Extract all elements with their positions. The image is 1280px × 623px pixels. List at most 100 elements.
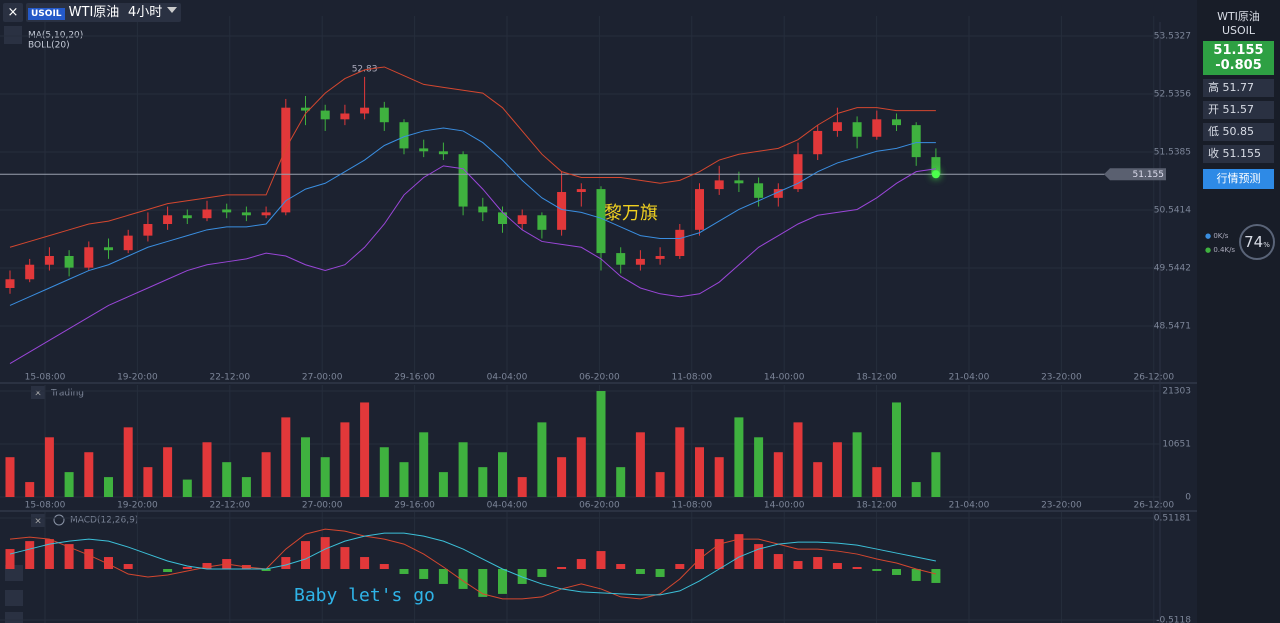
candle-body	[773, 189, 783, 198]
cpu-value: 74	[1244, 233, 1264, 251]
stat-label: 低	[1208, 125, 1219, 138]
indicator-line	[9, 532, 936, 596]
x-tick-label: 15-08:00	[25, 501, 66, 511]
macd-bar	[419, 569, 429, 579]
x-tick-label: 06-20:00	[579, 373, 620, 383]
candle-body	[793, 154, 803, 190]
volume-bar	[261, 452, 271, 497]
volume-bar	[360, 402, 370, 497]
stat-label: 开	[1208, 103, 1219, 116]
candle-body	[931, 157, 941, 175]
macd-bar	[616, 564, 626, 570]
candle-body	[576, 189, 586, 193]
net-download: ● 0.4K/s	[1205, 246, 1236, 254]
y-tick-label: 51.5385	[1154, 147, 1191, 157]
macd-bar	[261, 569, 271, 571]
candle-body	[379, 107, 389, 123]
forecast-button[interactable]: 行情预测	[1203, 169, 1274, 189]
close-pane[interactable]	[31, 514, 45, 527]
candle-body	[557, 192, 567, 230]
symbol-code: USOIL	[1221, 24, 1256, 37]
volume-bar	[202, 442, 212, 497]
stat-value: 51.155	[1222, 147, 1262, 160]
macd-bar	[202, 563, 212, 570]
volume-bar	[241, 477, 251, 497]
volume-bar	[596, 391, 606, 497]
macd-bar	[478, 569, 488, 597]
tool-button[interactable]	[4, 26, 22, 44]
caption: Baby let's go	[294, 585, 435, 606]
candle-body	[222, 209, 232, 213]
candle-body	[104, 247, 113, 251]
close-pane[interactable]	[31, 386, 45, 399]
volume-bar	[557, 457, 567, 497]
candle-body	[25, 264, 35, 280]
candle-body	[360, 107, 370, 114]
candle-body	[478, 206, 488, 213]
last-glow	[931, 170, 940, 179]
candle-body	[281, 107, 291, 213]
macd-bar	[281, 557, 291, 570]
stat-label: 收	[1208, 147, 1219, 160]
close-icon: ×	[34, 517, 42, 527]
macd-bar	[635, 569, 645, 574]
macd-bar	[872, 569, 882, 571]
candle-body	[44, 255, 54, 265]
stat-row: 收 51.155	[1203, 145, 1274, 163]
x-tick-label: 11-08:00	[671, 501, 712, 511]
macd-bar	[25, 541, 35, 570]
macd-bar	[84, 549, 94, 570]
candle-body	[892, 119, 901, 126]
close-button[interactable]: ×	[3, 3, 23, 22]
candle-body	[616, 253, 626, 265]
volume-bar	[517, 477, 527, 497]
volume-bar	[104, 477, 113, 497]
candle-body	[5, 279, 15, 288]
macd-bar	[104, 557, 113, 570]
candle-body	[734, 180, 744, 184]
volume-bar	[222, 462, 232, 497]
x-tick-label: 18-12:00	[856, 373, 897, 383]
background	[0, 0, 1197, 623]
indicator-label: BOLL(20)	[28, 41, 70, 51]
stat-value: 51.77	[1222, 81, 1255, 94]
macd-bar	[182, 567, 192, 570]
upload: 0K/s	[1213, 232, 1229, 240]
candle-body	[675, 229, 685, 256]
y-tick-label: 48.5471	[1154, 321, 1191, 331]
stat-value: 50.85	[1222, 125, 1255, 138]
symbol-select[interactable]: USOIL WTI原油	[26, 3, 137, 22]
macd-bar	[163, 569, 173, 572]
candle-body	[64, 255, 74, 268]
candle-body	[813, 130, 823, 155]
volume-bar	[478, 467, 488, 497]
macd-bar	[714, 539, 724, 570]
net-upload: ● 0K/s	[1205, 232, 1229, 240]
volume-bar	[340, 422, 350, 497]
volume-bar	[714, 457, 724, 497]
macd-bar	[458, 569, 468, 589]
charts: MA(5,10,20) BOLL(20) × Trading × MACD(12…	[0, 0, 1197, 623]
volume-bar	[655, 472, 665, 497]
tool-button[interactable]	[5, 590, 23, 606]
x-tick-label: 14-00:00	[764, 501, 805, 511]
volume-bar	[911, 482, 921, 497]
macd-bar	[44, 539, 54, 570]
quote-panel: WTI原油 USOIL 51.155 -0.805 高 51.77 开 51.57…	[1197, 0, 1280, 623]
period-select[interactable]: 4小时	[124, 3, 182, 22]
last-price-tag	[1104, 168, 1166, 181]
macd-bar	[576, 559, 586, 570]
high-label: 52.83	[352, 64, 378, 74]
settings-icon[interactable]	[53, 514, 65, 526]
tool-button[interactable]	[5, 612, 23, 623]
candle-body	[458, 154, 468, 207]
y-tick-label: 0.51181	[1154, 514, 1191, 524]
volume-bar	[123, 427, 133, 497]
x-tick-label: 04-04:00	[487, 501, 528, 511]
cpu-gauge: 74%	[1239, 224, 1275, 260]
candle-body	[852, 122, 862, 137]
volume-bar	[44, 437, 54, 497]
indicator-line	[9, 127, 936, 306]
macd-bar	[773, 554, 783, 570]
macd-bar	[301, 541, 310, 570]
